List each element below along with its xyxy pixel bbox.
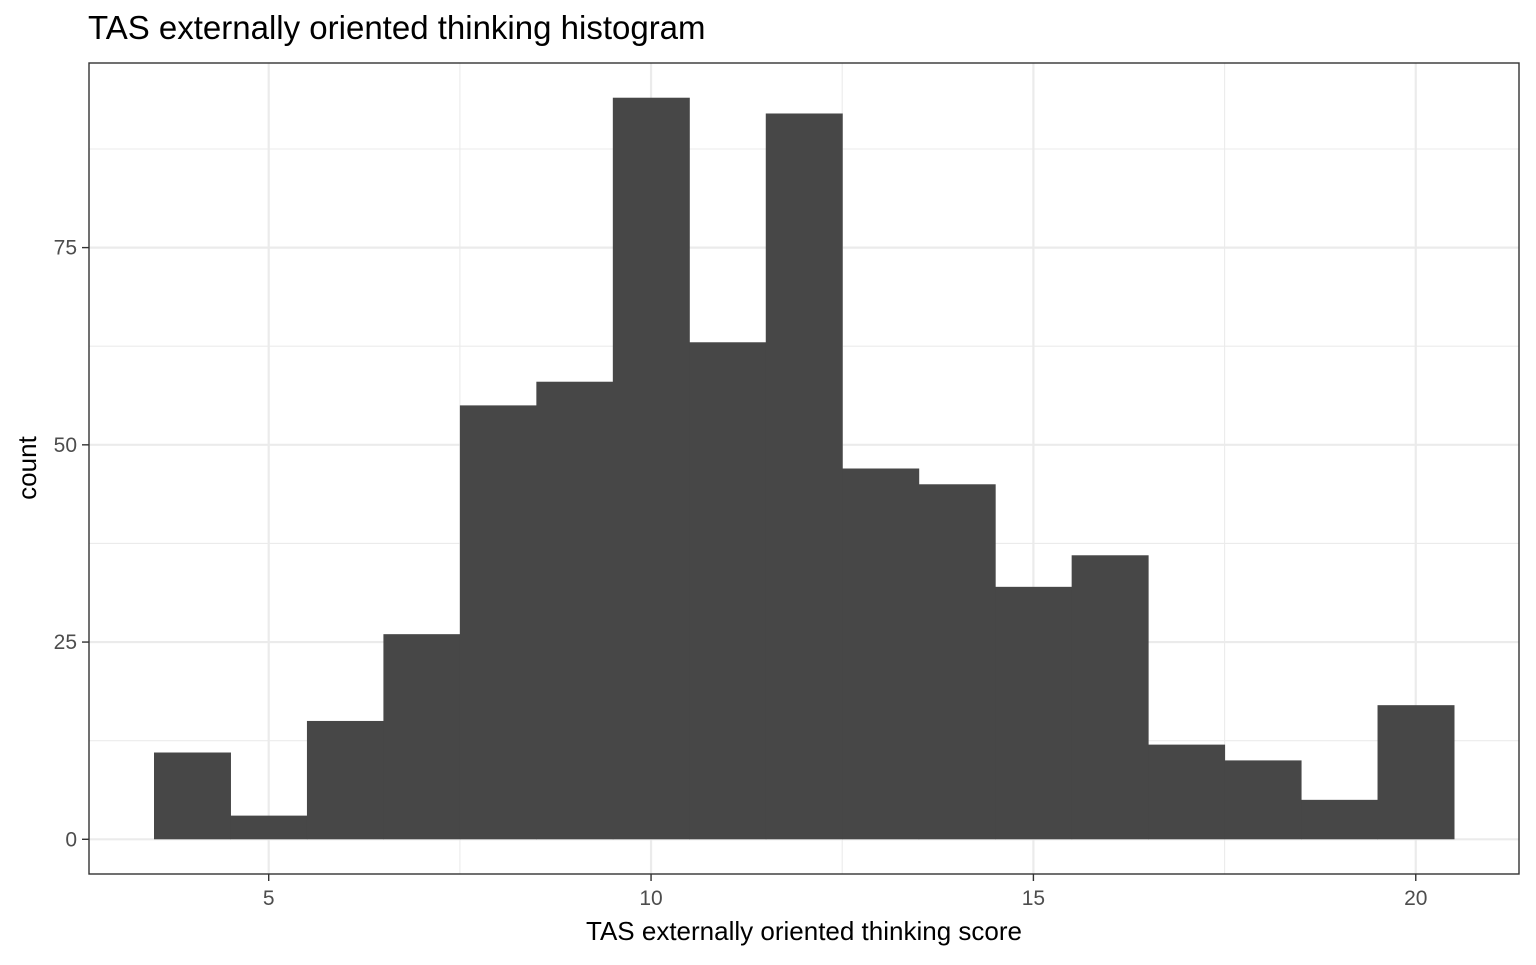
histogram-bar xyxy=(1071,555,1149,840)
y-tick-label: 0 xyxy=(65,828,77,851)
x-tick-label: 15 xyxy=(1022,887,1045,910)
x-axis-title: TAS externally oriented thinking score xyxy=(586,916,1022,946)
histogram-bar xyxy=(689,342,767,840)
x-tick-label: 20 xyxy=(1404,887,1427,910)
histogram-bar xyxy=(612,97,690,840)
histogram-bar xyxy=(230,815,308,840)
histogram-bar xyxy=(154,752,231,840)
y-tick-label: 50 xyxy=(54,434,77,457)
x-axis: 5 10 15 20 xyxy=(263,874,1427,910)
panel-border xyxy=(88,62,1520,875)
histogram-bar xyxy=(1301,799,1379,840)
histogram-bar xyxy=(995,586,1073,840)
histogram-bar xyxy=(536,381,614,840)
histogram-bar xyxy=(765,113,843,840)
histogram-bar xyxy=(1148,744,1226,840)
x-tick-label: 5 xyxy=(263,887,275,910)
histogram-bar xyxy=(459,405,537,840)
x-tick-label: 10 xyxy=(639,887,662,910)
y-axis-title: count xyxy=(12,435,42,499)
histogram-bar xyxy=(918,484,996,840)
chart-title: TAS externally oriented thinking histogr… xyxy=(88,9,706,46)
y-tick-label: 25 xyxy=(54,631,77,654)
histogram-bar xyxy=(1377,705,1455,840)
histogram-bar xyxy=(842,468,920,840)
y-axis: 0 25 50 75 xyxy=(54,237,89,851)
histogram-bar xyxy=(1224,760,1302,840)
histogram-bar xyxy=(383,634,461,840)
histogram-bars xyxy=(154,97,1455,840)
y-tick-label: 75 xyxy=(54,237,77,260)
histogram-bar xyxy=(306,720,384,840)
